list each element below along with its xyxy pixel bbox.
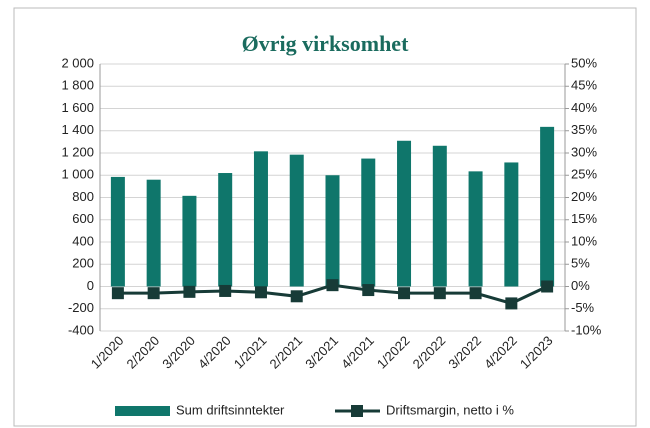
bar bbox=[432, 145, 447, 287]
y2-tick-label: 25% bbox=[571, 167, 597, 182]
line-marker bbox=[183, 285, 196, 298]
line-marker bbox=[219, 284, 232, 297]
y-tick-label: 1 200 bbox=[61, 144, 94, 159]
y-tick-label: 1 000 bbox=[61, 167, 94, 182]
y2-tick-label: 30% bbox=[571, 144, 597, 159]
y-tick-label: 1 400 bbox=[61, 122, 94, 137]
bar bbox=[146, 179, 161, 287]
bar bbox=[468, 171, 483, 287]
line-marker bbox=[147, 287, 160, 300]
y2-tick-label: 40% bbox=[571, 100, 597, 115]
y-tick-label: 200 bbox=[72, 256, 94, 271]
line-marker bbox=[505, 297, 518, 310]
line-marker bbox=[111, 287, 124, 300]
y2-tick-label: 20% bbox=[571, 189, 597, 204]
y-tick-label: -400 bbox=[68, 322, 94, 337]
bar bbox=[218, 173, 233, 287]
line-marker bbox=[398, 287, 411, 300]
bar bbox=[253, 151, 268, 287]
y2-tick-label: 10% bbox=[571, 233, 597, 248]
y2-tick-label: -10% bbox=[571, 322, 602, 337]
line-marker bbox=[290, 290, 303, 303]
bar bbox=[361, 158, 376, 287]
line-marker bbox=[433, 287, 446, 300]
y-tick-label: 2 000 bbox=[61, 55, 94, 70]
bar bbox=[504, 162, 519, 287]
y-tick-label: -200 bbox=[68, 300, 94, 315]
y2-tick-label: 35% bbox=[571, 122, 597, 137]
line-marker bbox=[541, 280, 554, 293]
y-tick-label: 400 bbox=[72, 233, 94, 248]
chart-title: Øvrig virksomhet bbox=[242, 31, 409, 56]
y-tick-label: 600 bbox=[72, 211, 94, 226]
bar bbox=[110, 176, 125, 287]
legend-label: Sum driftsinntekter bbox=[176, 402, 285, 417]
y-tick-label: 800 bbox=[72, 189, 94, 204]
y-tick-label: 1 800 bbox=[61, 78, 94, 93]
bar bbox=[182, 195, 197, 287]
legend-swatch bbox=[115, 406, 170, 416]
y2-tick-label: 15% bbox=[571, 211, 597, 226]
y2-tick-label: 5% bbox=[571, 256, 590, 271]
y2-tick-label: 50% bbox=[571, 55, 597, 70]
y-tick-label: 1 600 bbox=[61, 100, 94, 115]
legend-marker bbox=[351, 405, 363, 417]
y2-tick-label: 45% bbox=[571, 78, 597, 93]
y-tick-label: 0 bbox=[87, 278, 94, 293]
legend-label: Driftsmargin, netto i % bbox=[386, 402, 514, 417]
bar bbox=[397, 140, 412, 287]
y2-tick-label: -5% bbox=[571, 300, 595, 315]
line-marker bbox=[362, 284, 375, 297]
bar bbox=[325, 175, 340, 287]
line-marker bbox=[254, 286, 267, 299]
bar bbox=[289, 154, 304, 287]
bar bbox=[540, 126, 555, 287]
line-marker bbox=[326, 279, 339, 292]
line-marker bbox=[469, 287, 482, 300]
y2-tick-label: 0% bbox=[571, 278, 590, 293]
